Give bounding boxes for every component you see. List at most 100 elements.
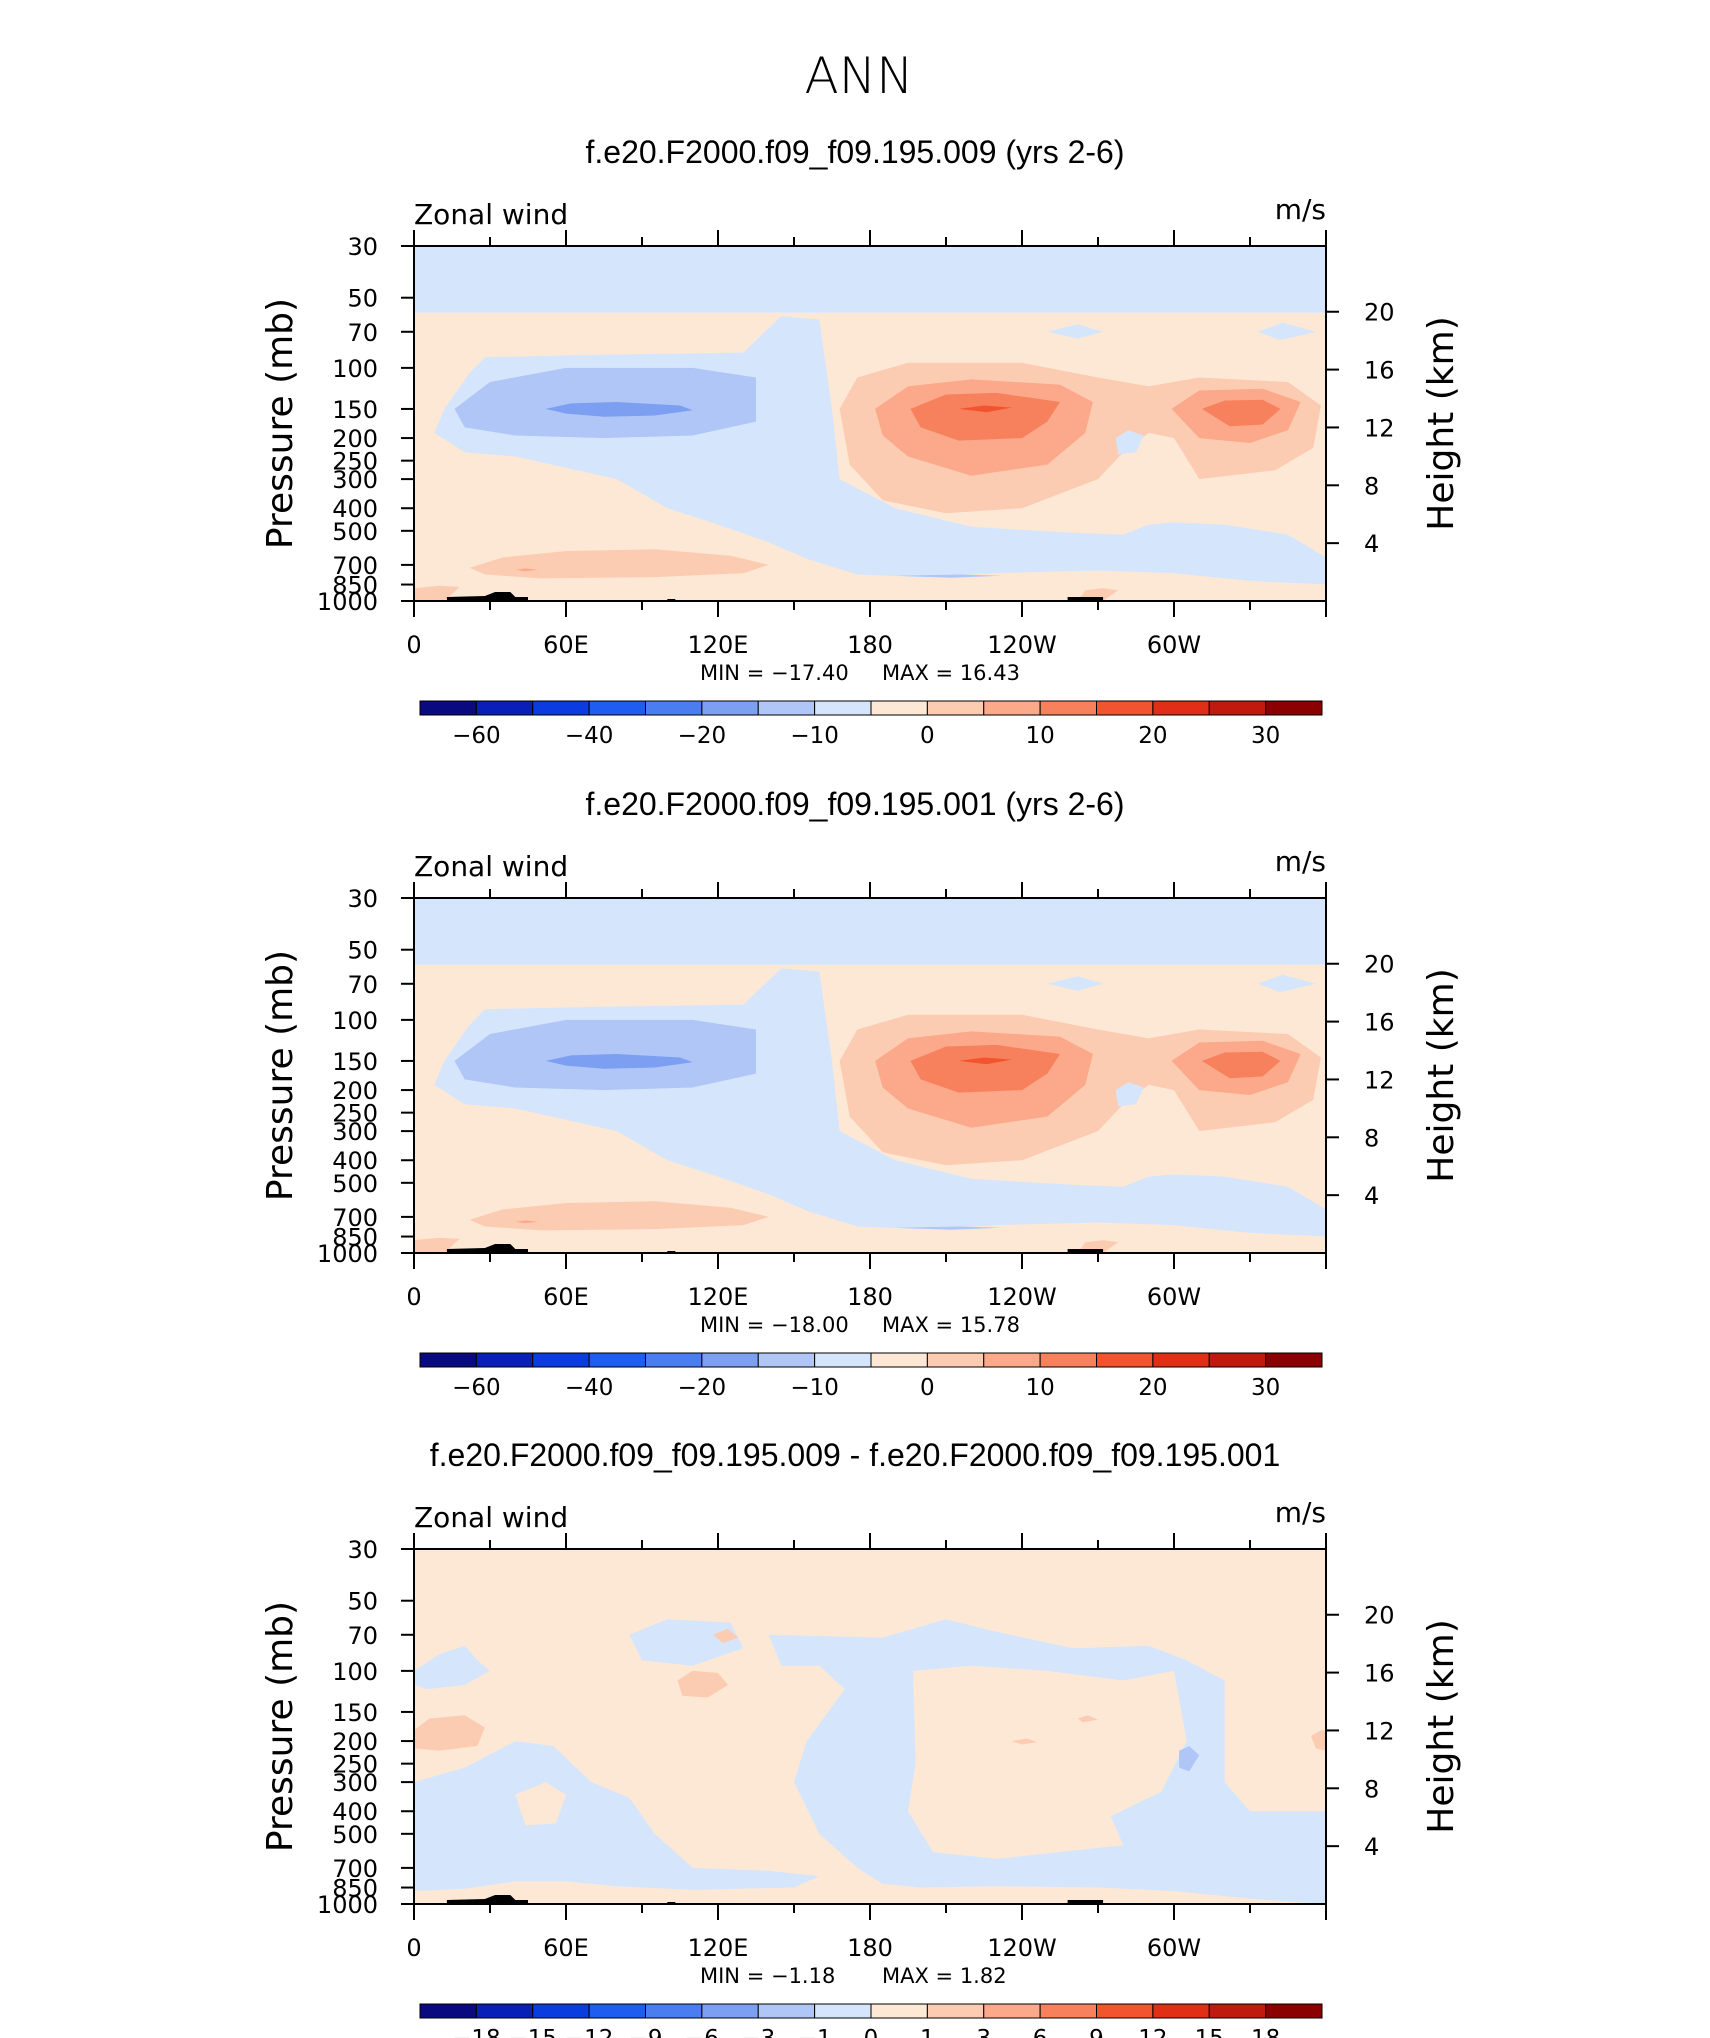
colorbar-swatch <box>1039 1352 1097 1368</box>
colorbar-swatch <box>926 700 985 716</box>
colorbar-swatch <box>926 2003 985 2019</box>
colorbar-label: 9 <box>1089 2026 1104 2038</box>
contour-region <box>895 574 1002 578</box>
max-label: MAX = 16.43 <box>882 661 1020 685</box>
colorbar-swatch <box>419 2003 477 2019</box>
contour-region <box>545 402 693 417</box>
y-tick-label: 200 <box>332 1728 378 1756</box>
y-tick-label-right: 12 <box>1364 1717 1395 1745</box>
contour-region <box>1047 324 1104 339</box>
y-tick-label-right: 4 <box>1364 1833 1379 1861</box>
colorbar-swatch <box>983 1352 1041 1368</box>
y-tick-label: 100 <box>332 1658 378 1686</box>
contour-region <box>1115 1082 1144 1107</box>
panel-title: f.e20.F2000.f09_f09.195.009 (yrs 2-6) <box>585 134 1124 170</box>
min-label: MIN = −17.40 <box>700 661 849 685</box>
y-tick-label-right: 16 <box>1364 1660 1395 1688</box>
contour-field <box>414 246 1326 601</box>
colorbar-swatch <box>757 2003 816 2019</box>
colorbar-swatch <box>701 700 759 716</box>
contour-region <box>958 1057 1012 1065</box>
x-tick-label: 120W <box>987 1283 1057 1311</box>
colorbar-label: 1 <box>920 2026 935 2038</box>
colorbar-swatch <box>757 700 816 716</box>
colorbar-label: 12 <box>1138 2026 1167 2038</box>
contour-region <box>908 1665 1187 1859</box>
y-axis-label: Pressure (mb) <box>260 1601 301 1852</box>
colorbar-label: −12 <box>565 2026 614 2038</box>
colorbar-swatch <box>588 700 646 716</box>
y-tick-label: 1000 <box>317 1891 378 1919</box>
colorbar-swatch <box>1152 2003 1210 2019</box>
colorbar-swatch <box>701 2003 759 2019</box>
panel-2: f.e20.F2000.f09_f09.195.001 (yrs 2-6) Zon… <box>260 786 1462 1401</box>
colorbar-label: −60 <box>452 723 501 749</box>
colorbar-label: 20 <box>1138 1375 1167 1401</box>
y-tick-label: 30 <box>347 233 378 261</box>
contour-region <box>1077 1715 1098 1723</box>
y-tick-label: 200 <box>332 425 378 453</box>
y-tick-label: 400 <box>332 1798 378 1826</box>
y-tick-label: 100 <box>332 1007 378 1035</box>
x-tick-label: 0 <box>406 631 421 659</box>
x-tick-label: 120W <box>987 1934 1057 1962</box>
y-tick-label: 50 <box>347 285 378 313</box>
colorbar-label: −9 <box>629 2026 663 2038</box>
x-tick-label: 0 <box>406 1934 421 1962</box>
units-label: m/s <box>1275 193 1326 226</box>
colorbar-swatch <box>1096 700 1154 716</box>
x-tick-label: 60E <box>543 1934 589 1962</box>
y-tick-label: 200 <box>332 1077 378 1105</box>
y-tick-label: 300 <box>332 1118 378 1146</box>
topography <box>1067 1249 1104 1253</box>
colorbar-swatch <box>814 700 872 716</box>
units-label: m/s <box>1275 1496 1326 1529</box>
y-tick-label: 30 <box>347 885 378 913</box>
colorbar-label: −40 <box>565 1375 614 1401</box>
colorbar-swatch <box>419 1352 477 1368</box>
colorbar-swatch <box>814 2003 872 2019</box>
y-axis-label-right: Height (km) <box>1421 968 1462 1182</box>
colorbar-label: 3 <box>976 2026 991 2038</box>
panel-title: f.e20.F2000.f09_f09.195.009 - f.e20.F200… <box>430 1437 1280 1473</box>
colorbar-label: 0 <box>920 723 935 749</box>
topography <box>1067 1900 1104 1904</box>
contour-region <box>469 1201 769 1231</box>
colorbar-label: 6 <box>1033 2026 1048 2038</box>
x-tick-label: 60E <box>543 631 589 659</box>
y-tick-label: 250 <box>332 448 378 476</box>
y-tick-label-right: 4 <box>1364 1182 1379 1210</box>
contour-region <box>1201 1051 1281 1079</box>
colorbar-label: −18 <box>452 2026 501 2038</box>
y-tick-label: 1000 <box>317 588 378 616</box>
colorbar-label: 20 <box>1138 723 1167 749</box>
contour-region <box>515 568 539 572</box>
colorbar-label: 10 <box>1025 1375 1054 1401</box>
contour-region <box>1310 1730 1326 1751</box>
y-tick-label-right: 20 <box>1364 1602 1395 1630</box>
colorbar-swatch <box>588 1352 646 1368</box>
contour-region <box>515 1782 566 1826</box>
y-tick-label: 250 <box>332 1751 378 1779</box>
colorbar-label: −40 <box>565 723 614 749</box>
colorbar-label: 30 <box>1251 1375 1280 1401</box>
colorbar-swatch <box>870 2003 928 2019</box>
colorbar-swatch <box>757 1352 816 1368</box>
colorbar-label: 10 <box>1025 723 1054 749</box>
contour-region <box>677 1670 729 1698</box>
variable-label: Zonal wind <box>414 1501 568 1534</box>
colorbar-swatch <box>1208 2003 1267 2019</box>
contour-region <box>910 392 1060 441</box>
colorbar-swatch <box>1265 2003 1323 2019</box>
x-tick-label: 180 <box>847 631 893 659</box>
x-tick-label: 60W <box>1147 1283 1201 1311</box>
colorbar-swatch <box>1039 700 1097 716</box>
y-tick-label: 300 <box>332 1769 378 1797</box>
variable-label: Zonal wind <box>414 198 568 231</box>
colorbar-swatch <box>870 700 928 716</box>
contour-region <box>515 1220 539 1224</box>
colorbar-swatch <box>475 1352 534 1368</box>
y-tick-label-right: 4 <box>1364 530 1379 558</box>
y-tick-label: 500 <box>332 518 378 546</box>
colorbar-label: −20 <box>678 723 727 749</box>
